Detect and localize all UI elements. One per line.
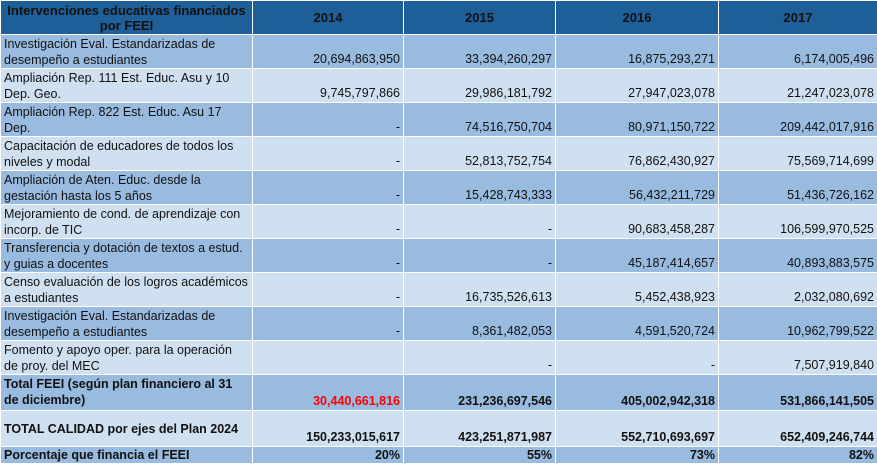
cell-value: 74,516,750,704 (404, 103, 556, 137)
row-label: Fomento y apoyo oper. para la operación … (1, 341, 253, 375)
table-row: Mejoramiento de cond. de aprendizaje con… (1, 205, 877, 239)
cell-value (253, 341, 404, 375)
row-label: Transferencia y dotación de textos a est… (1, 239, 253, 273)
cell-value: - (253, 307, 404, 341)
row-label: Investigación Eval. Estandarizadas de de… (1, 307, 253, 341)
cell-value: - (404, 239, 556, 273)
cell-value: - (556, 341, 719, 375)
table-row: Censo evaluación de los logros académico… (1, 273, 877, 307)
header-row: Intervenciones educativas financiados po… (1, 1, 877, 35)
cell-value: 90,683,458,287 (556, 205, 719, 239)
cell-value: 56,432,211,729 (556, 171, 719, 205)
table-row: Transferencia y dotación de textos a est… (1, 239, 877, 273)
total-feei-2014-highlight: 30,440,661,816 (253, 375, 404, 411)
cell-value: 27,947,023,078 (556, 69, 719, 103)
porcentaje-row: Porcentaje que financia el FEEI 20% 55% … (1, 447, 877, 464)
cell-value: 40,893,883,575 (719, 239, 877, 273)
header-year-2014: 2014 (253, 1, 404, 35)
cell-value: - (253, 205, 404, 239)
cell-value: 29,986,181,792 (404, 69, 556, 103)
cell-value: 16,735,526,613 (404, 273, 556, 307)
cell-value: 45,187,414,657 (556, 239, 719, 273)
total-calidad-value: 423,251,871,987 (404, 411, 556, 447)
table-row: Fomento y apoyo oper. para la operación … (1, 341, 877, 375)
cell-value: 76,862,430,927 (556, 137, 719, 171)
header-year-2015: 2015 (404, 1, 556, 35)
cell-value: - (404, 341, 556, 375)
total-calidad-value: 150,233,015,617 (253, 411, 404, 447)
cell-value: - (253, 239, 404, 273)
total-feei-label: Total FEEI (según plan financiero al 31 … (1, 375, 253, 411)
porcentaje-label: Porcentaje que financia el FEEI (1, 447, 253, 464)
cell-value: 209,442,017,916 (719, 103, 877, 137)
row-label: Capacitación de educadores de todos los … (1, 137, 253, 171)
cell-value: - (253, 103, 404, 137)
header-year-2016: 2016 (556, 1, 719, 35)
header-year-2017: 2017 (719, 1, 877, 35)
total-feei-value: 231,236,697,546 (404, 375, 556, 411)
table-row: Investigación Eval. Estandarizadas de de… (1, 307, 877, 341)
cell-value: - (253, 171, 404, 205)
cell-value: 8,361,482,053 (404, 307, 556, 341)
total-calidad-value: 552,710,693,697 (556, 411, 719, 447)
porcentaje-value: 73% (556, 447, 719, 464)
cell-value: 75,569,714,699 (719, 137, 877, 171)
total-feei-value: 405,002,942,318 (556, 375, 719, 411)
table-row: Ampliación de Aten. Educ. desde la gesta… (1, 171, 877, 205)
total-calidad-value: 652,409,246,744 (719, 411, 877, 447)
row-label: Investigación Eval. Estandarizadas de de… (1, 35, 253, 69)
cell-value: 16,875,293,271 (556, 35, 719, 69)
header-label: Intervenciones educativas financiados po… (1, 1, 253, 35)
row-label: Ampliación de Aten. Educ. desde la gesta… (1, 171, 253, 205)
cell-value: - (253, 137, 404, 171)
porcentaje-value: 55% (404, 447, 556, 464)
cell-value: 15,428,743,333 (404, 171, 556, 205)
cell-value: - (253, 273, 404, 307)
row-label: Ampliación Rep. 822 Est. Educ. Asu 17 De… (1, 103, 253, 137)
table-row: Capacitación de educadores de todos los … (1, 137, 877, 171)
cell-value: 21,247,023,078 (719, 69, 877, 103)
row-label: Censo evaluación de los logros académico… (1, 273, 253, 307)
row-label: Ampliación Rep. 111 Est. Educ. Asu y 10 … (1, 69, 253, 103)
table-row: Ampliación Rep. 111 Est. Educ. Asu y 10 … (1, 69, 877, 103)
cell-value: - (404, 205, 556, 239)
porcentaje-value: 20% (253, 447, 404, 464)
cell-value: 10,962,799,522 (719, 307, 877, 341)
cell-value: 106,599,970,525 (719, 205, 877, 239)
cell-value: 7,507,919,840 (719, 341, 877, 375)
cell-value: 5,452,438,923 (556, 273, 719, 307)
cell-value: 80,971,150,722 (556, 103, 719, 137)
table-row: Investigación Eval. Estandarizadas de de… (1, 35, 877, 69)
cell-value: 6,174,005,496 (719, 35, 877, 69)
porcentaje-value: 82% (719, 447, 877, 464)
cell-value: 52,813,752,754 (404, 137, 556, 171)
cell-value: 51,436,726,162 (719, 171, 877, 205)
total-calidad-label: TOTAL CALIDAD por ejes del Plan 2024 (1, 411, 253, 447)
total-feei-row: Total FEEI (según plan financiero al 31 … (1, 375, 877, 411)
cell-value: 33,394,260,297 (404, 35, 556, 69)
cell-value: 2,032,080,692 (719, 273, 877, 307)
cell-value: 4,591,520,724 (556, 307, 719, 341)
total-calidad-row: TOTAL CALIDAD por ejes del Plan 2024 150… (1, 411, 877, 447)
row-label: Mejoramiento de cond. de aprendizaje con… (1, 205, 253, 239)
table-row: Ampliación Rep. 822 Est. Educ. Asu 17 De… (1, 103, 877, 137)
cell-value: 9,745,797,866 (253, 69, 404, 103)
total-feei-value: 531,866,141,505 (719, 375, 877, 411)
cell-value: 20,694,863,950 (253, 35, 404, 69)
